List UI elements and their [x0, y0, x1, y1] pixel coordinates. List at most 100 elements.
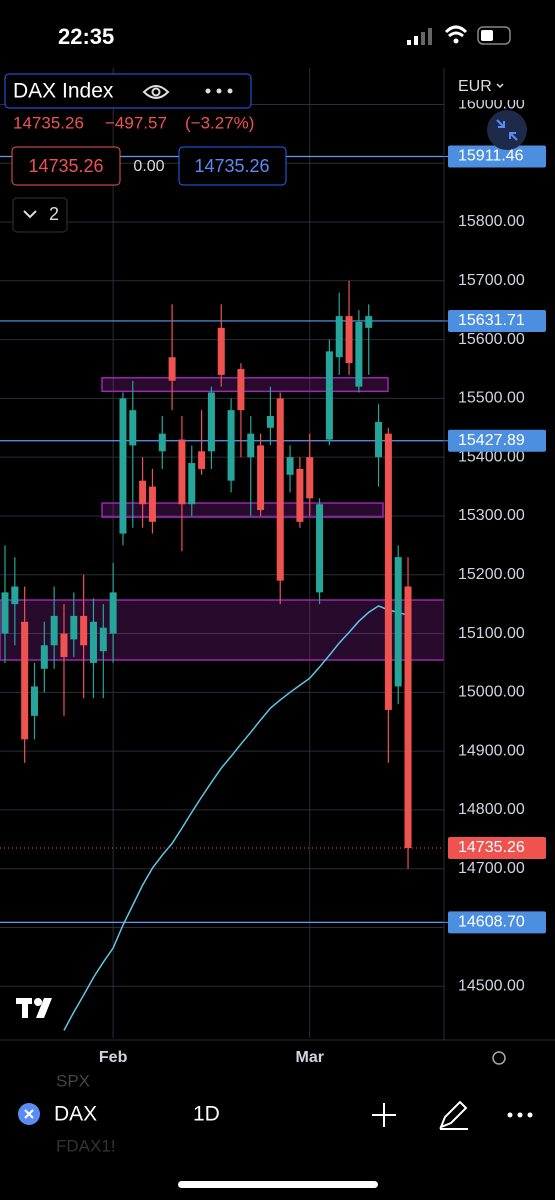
- buy-button[interactable]: [178, 146, 287, 186]
- candle-body: [139, 480, 147, 505]
- interval[interactable]: 1D: [193, 1103, 220, 1126]
- candle-body: [30, 686, 38, 716]
- eye-icon[interactable]: [142, 85, 170, 99]
- candle-body: [227, 410, 235, 481]
- y-tick-label: 14500.00: [458, 977, 525, 994]
- y-tick-label: 15700.00: [458, 272, 525, 289]
- chevron-icon: [23, 210, 37, 219]
- candle-body: [316, 504, 324, 593]
- currency-caret: [496, 83, 504, 89]
- candle-body: [404, 586, 412, 848]
- candle-body: [355, 321, 363, 387]
- candle-body: [306, 457, 314, 499]
- candle-body: [21, 621, 29, 740]
- currency[interactable]: EUR: [458, 78, 492, 95]
- home-indicator: [178, 1181, 378, 1188]
- candle-body: [129, 410, 137, 446]
- candle-body: [335, 316, 343, 358]
- battery-level: [481, 30, 493, 41]
- indicators-count: 2: [49, 204, 59, 224]
- candle-body: [296, 468, 304, 522]
- x-tick-label: Mar: [296, 1049, 324, 1066]
- candle-body: [50, 615, 58, 646]
- candle-body: [168, 357, 176, 381]
- toolbar-symbol[interactable]: DAX: [54, 1103, 97, 1126]
- level-label-bg: [448, 429, 546, 452]
- level-label: 14608.70: [458, 914, 525, 931]
- sell-button[interactable]: [11, 146, 121, 186]
- candle-body: [394, 557, 402, 687]
- more-icon[interactable]: [205, 88, 233, 94]
- price: 14735.26: [13, 113, 84, 132]
- candle-body: [109, 592, 117, 634]
- spread: 0.00: [133, 158, 164, 175]
- change-pct: (−3.27%): [185, 113, 254, 132]
- candle-body: [217, 327, 225, 375]
- y-tick-label: 15600.00: [458, 331, 525, 348]
- symbol-icon-x: [24, 1109, 34, 1119]
- y-tick-label: 14700.00: [458, 860, 525, 877]
- candle-body: [178, 439, 186, 505]
- candle-body: [70, 615, 78, 640]
- candle-body: [80, 615, 88, 646]
- candle-body: [375, 421, 383, 458]
- candle-body: [247, 433, 255, 458]
- candle-body: [60, 633, 68, 658]
- candle-body: [148, 486, 156, 522]
- sell-price: 14735.26: [28, 156, 103, 176]
- symbol-box[interactable]: [4, 73, 252, 109]
- candle-body: [286, 457, 294, 475]
- add-icon[interactable]: [372, 1103, 396, 1127]
- candle-body: [345, 316, 353, 364]
- price-axis: 14500.0014600.0014700.0014800.0014900.00…: [99, 96, 546, 1066]
- candle-body: [207, 392, 215, 452]
- toolbar-more[interactable]: [507, 1112, 533, 1118]
- level-label-bg: [448, 145, 546, 168]
- clock: 22:35: [58, 24, 114, 49]
- level-label: 15911.46: [458, 148, 524, 165]
- y-tick-label: 15500.00: [458, 390, 525, 407]
- candle-body: [198, 451, 206, 469]
- x-tick-label: Feb: [99, 1049, 128, 1066]
- candle-body: [11, 586, 19, 605]
- level-label-bg: [448, 309, 546, 332]
- level-label: 15427.89: [458, 432, 525, 449]
- y-tick-label: 15000.00: [458, 684, 525, 701]
- prev-symbol[interactable]: SPX: [56, 1071, 90, 1090]
- candle-body: [188, 463, 196, 505]
- candle-body: [266, 416, 274, 428]
- indicators-toggle[interactable]: [12, 197, 68, 233]
- change: −497.57: [105, 113, 167, 132]
- zone: [101, 502, 384, 518]
- zone: [101, 377, 389, 393]
- level-label-bg: [448, 911, 546, 934]
- candle-body: [237, 368, 245, 411]
- candle-body: [325, 351, 333, 440]
- y-tick-label: 15300.00: [458, 507, 525, 524]
- next-symbol[interactable]: FDAX1!: [56, 1136, 116, 1155]
- wifi-icon: [444, 25, 468, 38]
- draw-icon[interactable]: [439, 1100, 468, 1130]
- y-tick-label: 15400.00: [458, 448, 525, 465]
- level-label: 15631.71: [458, 312, 525, 329]
- tv-logo: [16, 998, 52, 1018]
- settings-icon[interactable]: [492, 1051, 506, 1065]
- y-tick-label: 15100.00: [458, 625, 525, 642]
- candle-body: [40, 645, 48, 669]
- last-price-bg: [448, 836, 546, 859]
- y-tick-label: 15800.00: [458, 213, 525, 230]
- buy-price: 14735.26: [194, 156, 269, 176]
- candle-body: [119, 398, 127, 534]
- candle-body: [257, 445, 265, 511]
- collapse-button[interactable]: [487, 110, 527, 150]
- y-tick-label: 14900.00: [458, 742, 525, 759]
- battery-icon: [477, 26, 511, 45]
- y-tick-label: 14800.00: [458, 801, 525, 818]
- candle-body: [99, 627, 107, 652]
- last-price-label: 14735.26: [458, 839, 525, 856]
- y-tick-label: 15200.00: [458, 566, 525, 583]
- candle-body: [276, 398, 284, 581]
- candle-body: [384, 433, 392, 710]
